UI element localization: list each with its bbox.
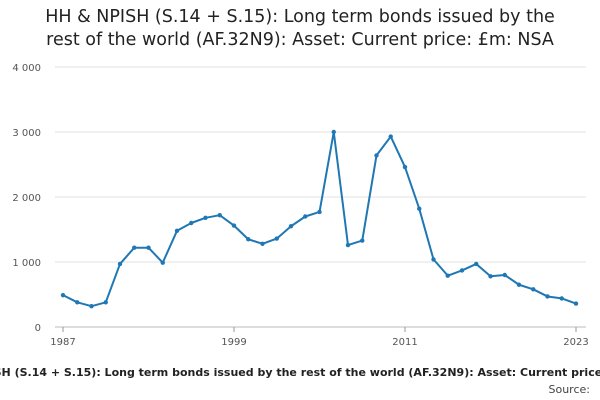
data-point-2000[interactable] (246, 237, 251, 242)
legend-series-label: HH & NPISH (S.14 + S.15): Long term bond… (0, 366, 600, 379)
data-point-2012[interactable] (417, 206, 422, 211)
data-point-2022[interactable] (559, 296, 564, 301)
y-tick-label-1000: 1 000 (12, 258, 41, 269)
data-point-2004[interactable] (303, 214, 308, 219)
data-point-1992[interactable] (132, 245, 137, 250)
data-point-2003[interactable] (288, 224, 294, 229)
x-axis: 1987 1999 2011 2023 (50, 327, 589, 348)
data-point-1991[interactable] (117, 261, 123, 267)
gridlines (55, 66, 586, 328)
data-point-2020[interactable] (531, 287, 536, 292)
data-point-1987[interactable] (60, 292, 66, 298)
data-point-2002[interactable] (274, 236, 279, 241)
data-point-2015[interactable] (459, 268, 465, 273)
series-line-0 (62, 131, 577, 308)
data-point-2013[interactable] (431, 257, 436, 262)
data-point-2017[interactable] (488, 274, 493, 279)
chart-title-line-1: HH & NPISH (S.14 + S.15): Long term bond… (45, 7, 555, 27)
plot-area (60, 129, 579, 309)
data-point-1998[interactable] (217, 213, 222, 218)
source-label: Source: (549, 383, 591, 396)
y-tick-label-0: 0 (35, 323, 41, 334)
data-point-1996[interactable] (189, 220, 194, 226)
x-tick-label-1987: 1987 (50, 337, 75, 348)
data-point-2014[interactable] (445, 273, 450, 278)
x-tick-label-1999: 1999 (221, 337, 246, 348)
y-axis: 0 1 000 2 000 3 000 4 000 (12, 63, 41, 334)
data-point-1997[interactable] (203, 215, 208, 220)
data-point-2009[interactable] (374, 153, 379, 158)
data-point-2001[interactable] (260, 241, 265, 246)
x-tick-label-2023: 2023 (563, 337, 588, 348)
data-point-1988[interactable] (75, 300, 80, 305)
chart-title: HH & NPISH (S.14 + S.15): Long term bond… (0, 6, 600, 52)
data-point-2019[interactable] (516, 282, 522, 287)
chart-title-line-2: rest of the world (AF.32N9): Asset: Curr… (46, 30, 554, 50)
y-tick-label-2000: 2 000 (12, 193, 41, 204)
data-point-2005[interactable] (317, 209, 322, 215)
data-point-2006[interactable] (331, 129, 336, 135)
data-point-1989[interactable] (89, 304, 94, 309)
data-point-2018[interactable] (502, 272, 507, 278)
data-point-1999[interactable] (231, 223, 237, 228)
data-point-2023[interactable] (573, 301, 579, 306)
y-tick-label-3000: 3 000 (12, 128, 41, 139)
data-point-1990[interactable] (103, 300, 108, 305)
data-point-2010[interactable] (388, 134, 393, 139)
data-point-2016[interactable] (474, 261, 479, 267)
data-point-1995[interactable] (174, 228, 180, 233)
data-point-1993[interactable] (146, 245, 151, 250)
data-point-2021[interactable] (545, 294, 550, 299)
data-point-1994[interactable] (160, 260, 165, 265)
x-tick-label-2011: 2011 (392, 337, 417, 348)
data-point-2007[interactable] (345, 242, 351, 248)
y-tick-label-4000: 4 000 (12, 63, 41, 74)
data-point-2011[interactable] (402, 164, 408, 170)
data-point-2008[interactable] (360, 238, 365, 243)
